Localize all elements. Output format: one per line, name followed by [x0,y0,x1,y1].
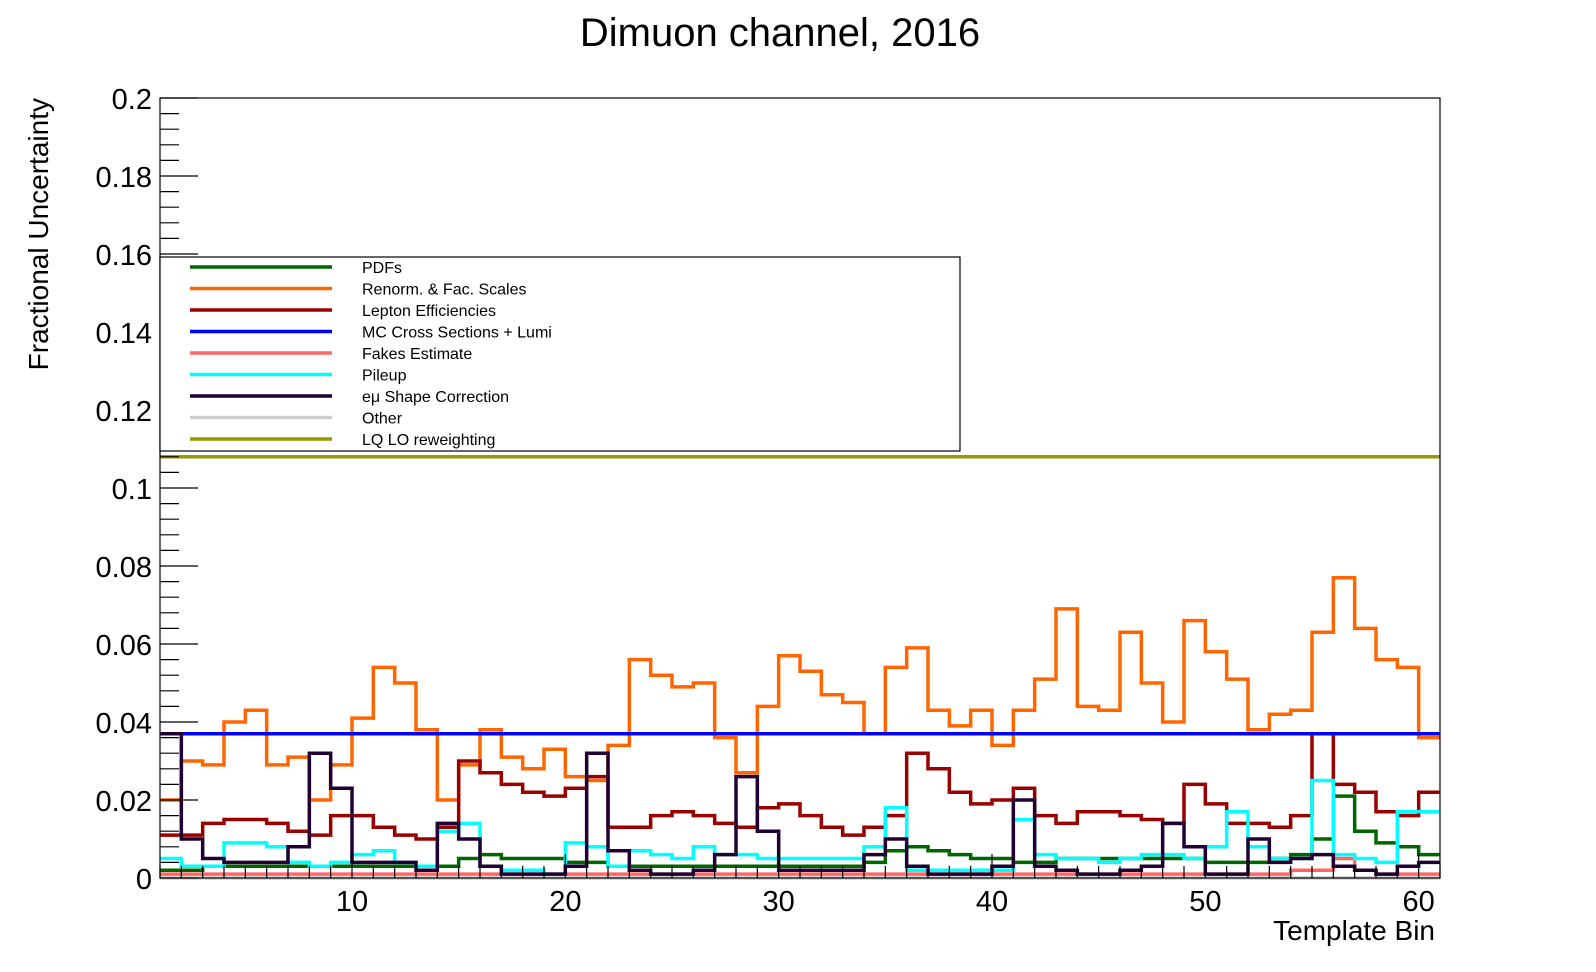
y-tick-label: 0.14 [96,318,152,350]
y-tick-label: 0.04 [96,708,152,740]
y-tick-label: 0.02 [96,786,152,818]
legend-label: Renorm. & Fac. Scales [362,282,527,299]
x-tick-label: 40 [976,886,1008,918]
y-tick-label: 0.1 [112,474,152,506]
legend-label: Lepton Efficiencies [362,303,496,320]
series-line-3 [160,731,1440,841]
y-tick-label: 0.12 [96,396,152,428]
chart-title: Dimuon channel, 2016 [580,11,980,55]
series-line-2 [160,575,1440,802]
x-tick-label: 20 [549,886,581,918]
x-tick-label: 30 [763,886,795,918]
y-tick-label: 0.18 [96,162,152,194]
y-tick-label: 0.06 [96,630,152,662]
y-tick-label: 0.08 [96,552,152,584]
legend-label: LQ LO reweighting [362,432,495,449]
x-tick-label: 10 [336,886,368,918]
x-tick-label: 60 [1403,886,1435,918]
legend-label: PDFs [362,260,402,277]
legend-label: Pileup [362,368,407,385]
y-axis-label: Fractional Uncertainty [23,98,54,370]
axes-layer: 0 0.02 0.04 0.06 0.08 0.1 0.12 0.14 0.16 0.18 0.2 1… [96,84,1441,918]
y-tick-label: 0.16 [96,240,152,272]
legend-items: PDFs Renorm. & Fac. Scales Lepton Efficien… [190,260,552,449]
y-tick-label: 0 [136,864,152,896]
series-line-6 [160,778,1440,876]
legend-label: MC Cross Sections + Lumi [362,325,552,342]
legend-label: Other [362,411,403,428]
series-line-7 [160,731,1440,876]
x-axis-label: Template Bin [1273,915,1435,946]
legend-label: eμ Shape Correction [362,389,509,406]
x-tick-label: 50 [1189,886,1221,918]
y-tick-label: 0.2 [112,84,152,116]
legend: PDFs Renorm. & Fac. Scales Lepton Efficien… [159,256,961,452]
legend-label: Fakes Estimate [362,346,472,363]
